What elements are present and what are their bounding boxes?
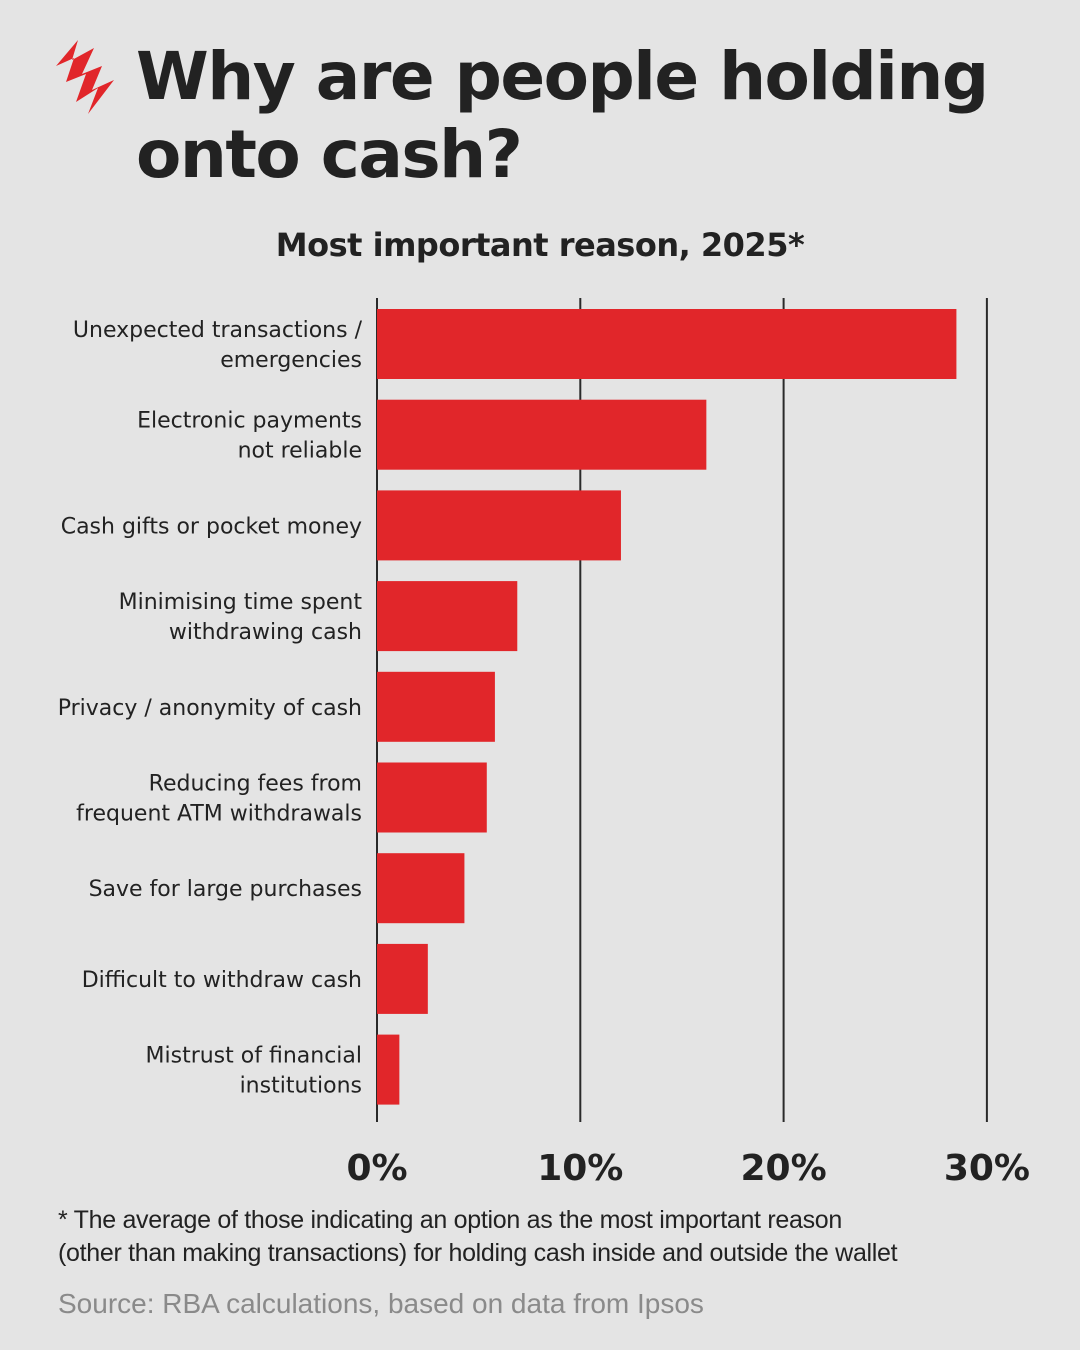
category-label: Reducing fees from xyxy=(149,772,362,797)
footnote-line-2: (other than making transactions) for hol… xyxy=(58,1239,898,1267)
category-label: Electronic payments xyxy=(137,409,362,434)
category-label: not reliable xyxy=(238,439,362,464)
x-tick-label: 30% xyxy=(944,1148,1030,1189)
page-title: Why are people holding onto cash? xyxy=(136,38,1056,194)
bar xyxy=(377,671,495,742)
category-label: Mistrust of financial xyxy=(146,1044,362,1069)
footnote-line-1: * The average of those indicating an opt… xyxy=(58,1206,842,1234)
bar xyxy=(377,943,428,1014)
category-label: institutions xyxy=(240,1074,362,1099)
category-label: Save for large purchases xyxy=(89,877,362,902)
x-tick-label: 0% xyxy=(346,1148,407,1189)
bar xyxy=(377,309,957,379)
x-tick-label: 10% xyxy=(537,1148,623,1189)
title-line-2: onto cash? xyxy=(136,116,523,193)
category-label: Unexpected transactions / xyxy=(73,318,363,343)
sbs-logo-icon xyxy=(56,40,114,114)
category-label: frequent ATM withdrawals xyxy=(76,802,362,827)
x-axis-ticks: 0% 10% 20% 30% xyxy=(346,1148,1030,1189)
bar xyxy=(377,762,487,833)
category-label: Cash gifts or pocket money xyxy=(61,514,362,539)
footnote: * The average of those indicating an opt… xyxy=(58,1204,1058,1270)
category-label: emergencies xyxy=(220,348,362,373)
bar xyxy=(377,853,465,924)
category-label: Difficult to withdraw cash xyxy=(82,968,362,993)
bars xyxy=(377,309,957,1105)
source-note: Source: RBA calculations, based on data … xyxy=(58,1288,704,1319)
category-labels: Unexpected transactions / emergencies Elec… xyxy=(58,318,363,1099)
title-line-1: Why are people holding xyxy=(136,38,989,115)
category-label: Minimising time spent xyxy=(119,590,363,615)
category-label: Privacy / anonymity of cash xyxy=(58,696,362,721)
chart-subtitle: Most important reason, 2025* xyxy=(275,226,805,264)
bar xyxy=(377,581,518,652)
bar xyxy=(377,490,621,561)
bar xyxy=(377,1034,400,1105)
category-label: withdrawing cash xyxy=(169,620,362,645)
x-tick-label: 20% xyxy=(741,1148,827,1189)
bar xyxy=(377,399,707,470)
